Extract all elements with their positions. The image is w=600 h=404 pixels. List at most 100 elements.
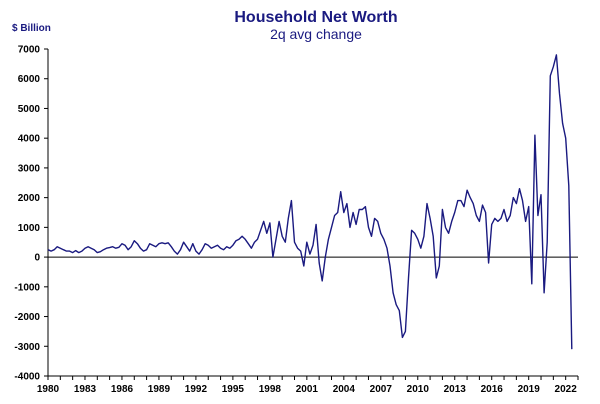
data-point: [472, 202, 474, 204]
data-point: [161, 242, 163, 244]
data-point: [287, 217, 289, 219]
data-point: [503, 208, 505, 210]
x-axis-ticks: 1980 1983 1986 1989 1992 1995 1998 2001 2004 2007…: [37, 376, 579, 395]
data-point: [312, 244, 314, 246]
data-point: [102, 249, 104, 251]
data-point: [407, 277, 409, 279]
data-point: [420, 247, 422, 249]
data-point: [300, 250, 302, 252]
data-point: [506, 220, 508, 222]
data-point: [327, 238, 329, 240]
data-point: [121, 243, 123, 245]
data-point: [361, 208, 363, 210]
data-point: [558, 92, 560, 94]
data-point: [494, 217, 496, 219]
data-point: [531, 283, 533, 285]
data-point: [192, 243, 194, 245]
data-point: [72, 251, 74, 253]
data-point: [518, 188, 520, 190]
data-point: [68, 250, 70, 252]
data-point: [309, 253, 311, 255]
x-tick-label: 1989: [148, 384, 171, 395]
data-point: [540, 194, 542, 196]
x-tick-label: 1983: [74, 384, 97, 395]
data-point: [370, 235, 372, 237]
data-point: [386, 247, 388, 249]
data-point: [417, 238, 419, 240]
data-point: [226, 246, 228, 248]
data-point: [426, 202, 428, 204]
data-point: [383, 238, 385, 240]
data-point: [235, 240, 237, 242]
data-point: [303, 265, 305, 267]
data-point: [105, 247, 107, 249]
data-point: [451, 220, 453, 222]
data-point: [484, 211, 486, 213]
data-point: [263, 220, 265, 222]
x-tick-label: 2013: [444, 384, 467, 395]
data-point: [241, 235, 243, 237]
x-tick-label: 2010: [407, 384, 430, 395]
data-point: [96, 251, 98, 253]
data-point: [435, 277, 437, 279]
data-point: [438, 265, 440, 267]
data-point: [346, 202, 348, 204]
data-point: [219, 247, 221, 249]
data-point: [281, 235, 283, 237]
data-point: [173, 250, 175, 252]
data-point: [50, 250, 52, 252]
data-point: [84, 247, 86, 249]
data-point: [466, 189, 468, 191]
data-point: [481, 204, 483, 206]
data-point: [364, 205, 366, 207]
data-point: [552, 66, 554, 68]
data-point: [259, 229, 261, 231]
data-point: [318, 262, 320, 264]
data-point: [269, 222, 271, 224]
data-point: [398, 309, 400, 311]
data-point: [306, 241, 308, 243]
data-point: [410, 229, 412, 231]
data-point: [136, 243, 138, 245]
y-axis-ticks: 7000 6000 5000 4000 3000 2000 1000 0 -1000 -2000 -…: [14, 45, 48, 383]
data-point: [537, 214, 539, 216]
data-point: [380, 232, 382, 234]
data-point: [53, 249, 55, 251]
data-point: [130, 246, 132, 248]
x-tick-label: 2016: [481, 384, 504, 395]
data-point: [112, 246, 114, 248]
data-point: [352, 211, 354, 213]
data-point: [210, 247, 212, 249]
y-tick-label: 5000: [18, 104, 41, 115]
data-point: [56, 246, 58, 248]
data-point: [460, 199, 462, 201]
data-point: [229, 247, 231, 249]
data-point: [478, 220, 480, 222]
data-point: [491, 223, 493, 225]
data-point: [152, 244, 154, 246]
data-point: [500, 217, 502, 219]
data-point: [358, 208, 360, 210]
data-point: [441, 208, 443, 210]
data-point: [555, 54, 557, 56]
data-point: [81, 250, 83, 252]
y-tick-label: -3000: [14, 342, 40, 353]
data-point: [524, 220, 526, 222]
data-point: [546, 241, 548, 243]
data-point: [65, 250, 67, 252]
data-point: [509, 214, 511, 216]
y-tick-label: 6000: [18, 74, 41, 85]
data-point: [250, 247, 252, 249]
data-point: [149, 243, 151, 245]
data-point: [330, 226, 332, 228]
data-point: [454, 211, 456, 213]
data-point: [238, 238, 240, 240]
data-point: [355, 223, 357, 225]
data-point: [170, 246, 172, 248]
data-point: [457, 199, 459, 201]
x-tick-label: 1980: [37, 384, 60, 395]
data-point: [284, 241, 286, 243]
data-point: [222, 249, 224, 251]
data-point: [182, 241, 184, 243]
